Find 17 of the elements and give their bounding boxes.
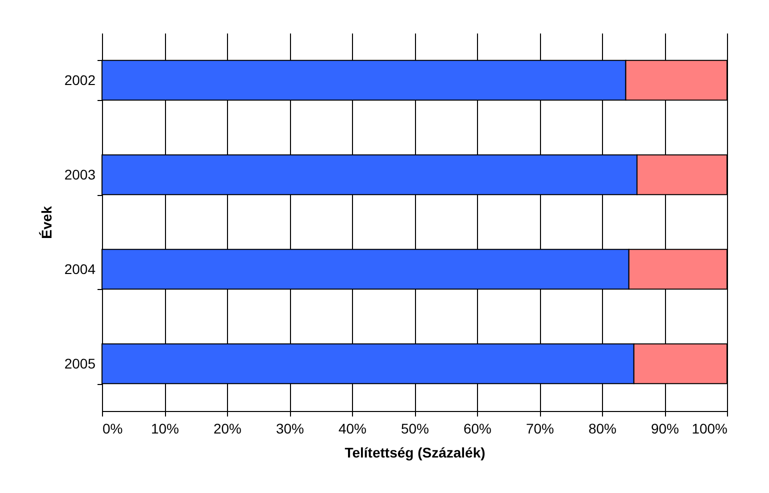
y-tick-label: 2005 [64, 355, 96, 372]
x-tick-label: 20% [213, 420, 242, 436]
x-tick-label: 80% [588, 420, 617, 436]
x-tick-label: 50% [400, 420, 430, 436]
x-axis-title: Telítettség (Százalék) [344, 444, 486, 460]
y-tick-label: 2002 [64, 72, 96, 88]
y-tick-label: 2003 [64, 166, 96, 182]
x-tick-label: 100% [692, 420, 728, 436]
x-tick-label: 70% [526, 420, 554, 436]
x-tick-label: 0% [102, 420, 123, 436]
x-tick-label: 10% [150, 420, 180, 436]
y-axis-title: Évek [38, 206, 54, 239]
x-tick-label: 60% [463, 420, 492, 436]
x-tick-label: 90% [650, 420, 680, 436]
y-tick-label: 2004 [64, 260, 96, 277]
x-tick-label: 30% [276, 420, 304, 436]
x-tick-label: 40% [338, 420, 367, 436]
